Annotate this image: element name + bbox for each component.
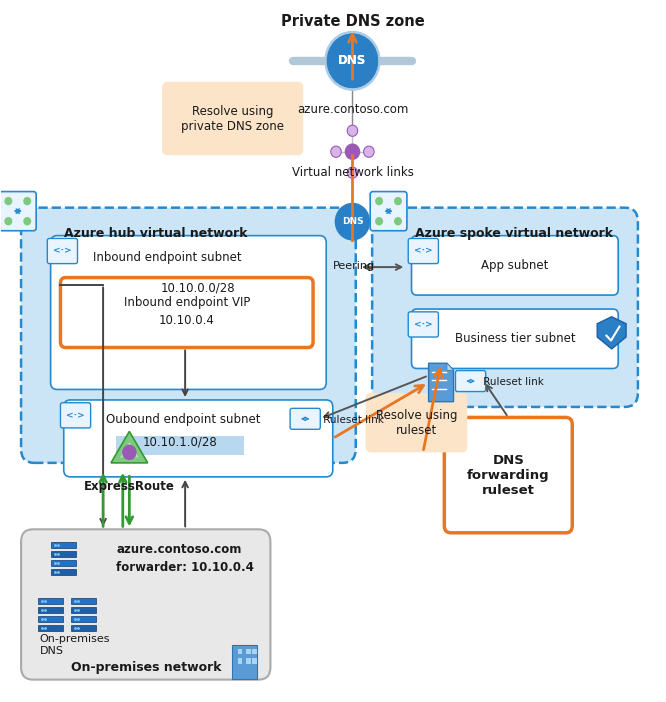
Text: Oubound endpoint subnet: Oubound endpoint subnet xyxy=(107,413,261,425)
Bar xyxy=(51,551,76,557)
Text: Private DNS zone: Private DNS zone xyxy=(280,14,424,29)
Bar xyxy=(238,658,242,663)
Text: Virtual network links: Virtual network links xyxy=(292,166,414,179)
Text: Inbound endpoint VIP: Inbound endpoint VIP xyxy=(124,296,250,310)
FancyBboxPatch shape xyxy=(0,192,36,231)
Text: Resolve using
private DNS zone: Resolve using private DNS zone xyxy=(181,105,284,133)
Text: azure.contoso.com: azure.contoso.com xyxy=(297,102,408,116)
Bar xyxy=(246,649,250,654)
Circle shape xyxy=(123,445,136,459)
Text: Azure hub virtual network: Azure hub virtual network xyxy=(64,227,247,240)
Circle shape xyxy=(24,197,31,204)
FancyBboxPatch shape xyxy=(21,529,270,680)
Text: <·>: <·> xyxy=(414,320,433,329)
FancyBboxPatch shape xyxy=(412,309,618,369)
Text: Business tier subnet: Business tier subnet xyxy=(455,332,575,345)
Circle shape xyxy=(347,125,358,136)
Text: <·>: <·> xyxy=(53,246,72,256)
Circle shape xyxy=(328,34,378,87)
Bar xyxy=(71,598,96,604)
FancyBboxPatch shape xyxy=(61,277,313,347)
Bar xyxy=(51,542,76,548)
Bar xyxy=(238,649,242,654)
Text: DNS
forwarding
ruleset: DNS forwarding ruleset xyxy=(467,453,549,496)
Text: <·>: <·> xyxy=(414,246,433,256)
Bar xyxy=(38,598,63,604)
FancyBboxPatch shape xyxy=(370,192,407,231)
Circle shape xyxy=(5,197,11,204)
Text: <·>: <·> xyxy=(66,411,85,420)
Polygon shape xyxy=(447,363,454,370)
Text: Ruleset link: Ruleset link xyxy=(480,378,544,388)
Text: DNS: DNS xyxy=(338,54,366,67)
Text: Ruleset link: Ruleset link xyxy=(320,414,384,425)
Circle shape xyxy=(345,144,360,159)
Polygon shape xyxy=(111,432,148,463)
Circle shape xyxy=(336,204,370,240)
Circle shape xyxy=(5,218,11,225)
FancyBboxPatch shape xyxy=(366,393,468,452)
Text: ExpressRoute: ExpressRoute xyxy=(84,480,174,494)
FancyBboxPatch shape xyxy=(372,208,638,407)
Circle shape xyxy=(364,146,374,157)
Text: forwarder: 10.10.0.4: forwarder: 10.10.0.4 xyxy=(117,561,254,574)
Text: App subnet: App subnet xyxy=(481,259,549,272)
FancyBboxPatch shape xyxy=(162,82,303,155)
Bar xyxy=(252,649,256,654)
Circle shape xyxy=(24,218,31,225)
Text: Inbound endpoint subnet: Inbound endpoint subnet xyxy=(93,251,242,264)
Text: Peering: Peering xyxy=(334,260,376,270)
FancyBboxPatch shape xyxy=(444,418,572,533)
Bar xyxy=(51,560,76,567)
Bar xyxy=(246,658,250,663)
FancyBboxPatch shape xyxy=(456,371,486,392)
Text: azure.contoso.com: azure.contoso.com xyxy=(117,543,242,556)
FancyBboxPatch shape xyxy=(51,236,326,390)
Bar xyxy=(252,658,256,663)
FancyBboxPatch shape xyxy=(412,236,618,295)
FancyBboxPatch shape xyxy=(408,312,438,337)
Text: DNS: DNS xyxy=(342,217,363,226)
Polygon shape xyxy=(597,317,626,349)
FancyBboxPatch shape xyxy=(64,400,333,477)
Bar xyxy=(71,616,96,622)
Text: 10.10.0.4: 10.10.0.4 xyxy=(159,314,214,327)
Circle shape xyxy=(331,146,341,157)
Text: Azure spoke virtual network: Azure spoke virtual network xyxy=(415,227,613,240)
Circle shape xyxy=(376,197,382,204)
Circle shape xyxy=(325,32,380,90)
FancyBboxPatch shape xyxy=(21,208,356,463)
Text: Resolve using
ruleset: Resolve using ruleset xyxy=(376,409,457,437)
FancyBboxPatch shape xyxy=(290,409,320,430)
Bar xyxy=(38,616,63,622)
Bar xyxy=(51,569,76,576)
FancyBboxPatch shape xyxy=(47,239,77,263)
FancyBboxPatch shape xyxy=(408,239,438,263)
Circle shape xyxy=(395,218,402,225)
Text: On-premises network: On-premises network xyxy=(71,661,221,674)
Circle shape xyxy=(328,34,378,87)
Polygon shape xyxy=(119,441,140,458)
Text: On-premises
DNS: On-premises DNS xyxy=(39,634,110,656)
Circle shape xyxy=(395,197,402,204)
Bar xyxy=(117,436,244,455)
Bar xyxy=(38,625,63,631)
Polygon shape xyxy=(429,363,454,402)
Circle shape xyxy=(347,167,358,178)
Text: 10.10.1.0/28: 10.10.1.0/28 xyxy=(143,435,218,449)
Circle shape xyxy=(376,218,382,225)
Text: DNS: DNS xyxy=(338,54,366,67)
Text: 10.10.0.0/28: 10.10.0.0/28 xyxy=(161,281,236,294)
Bar xyxy=(38,607,63,614)
Bar xyxy=(232,645,256,679)
FancyBboxPatch shape xyxy=(61,403,91,428)
Bar xyxy=(71,607,96,614)
Bar xyxy=(71,625,96,631)
